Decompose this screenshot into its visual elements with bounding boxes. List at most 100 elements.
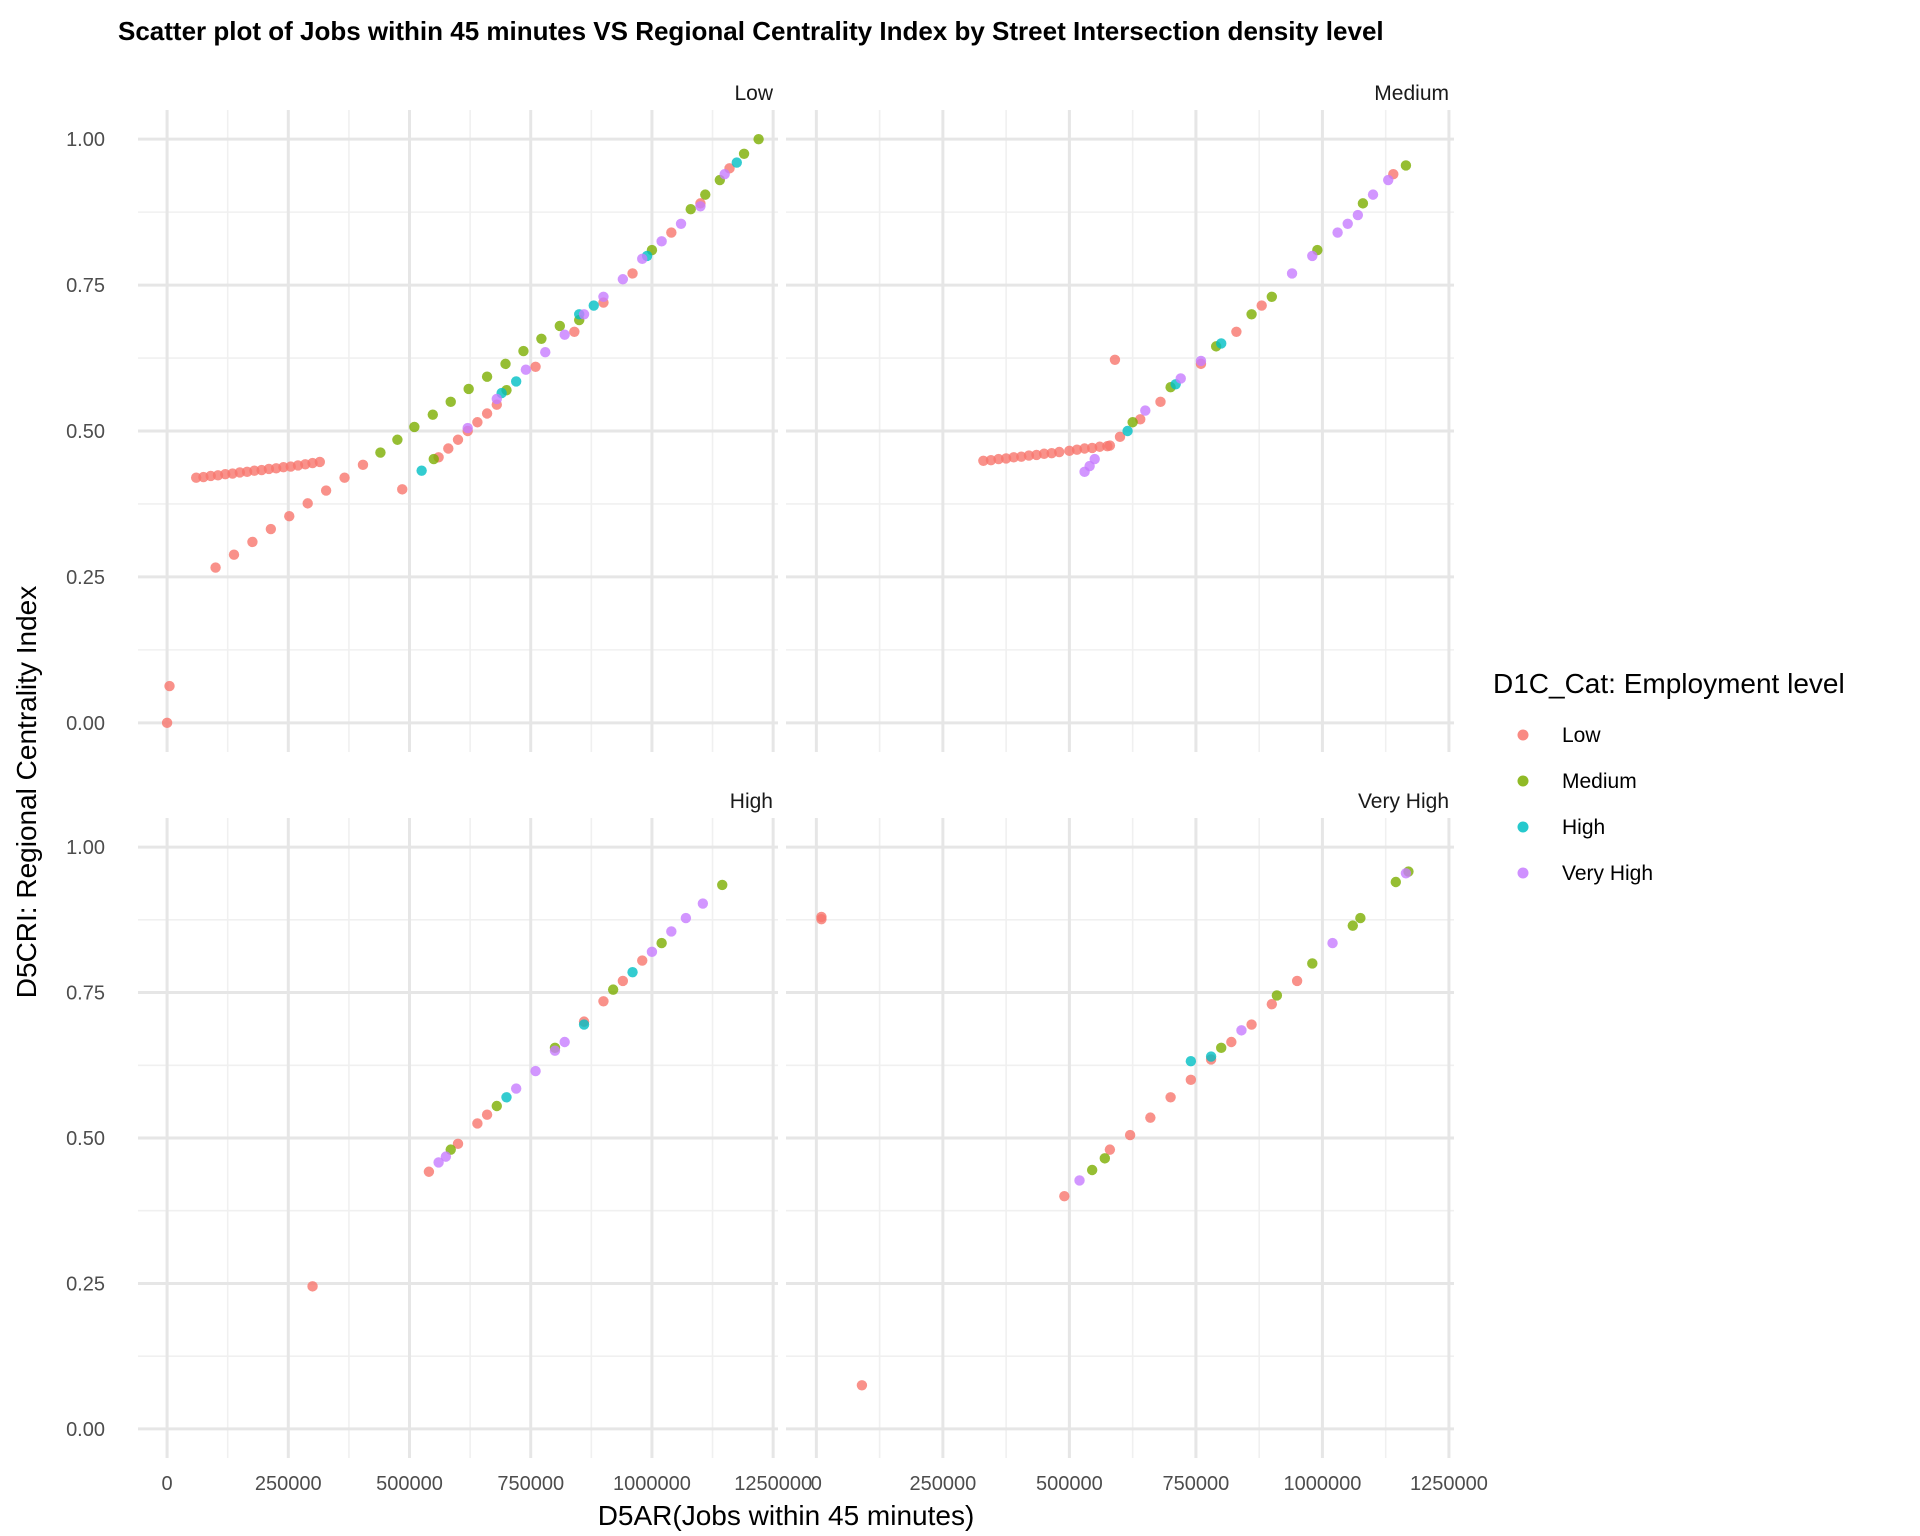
data-point [1122,425,1133,437]
data-point [1185,1074,1197,1086]
data-point [1216,338,1227,349]
data-point [719,169,730,180]
data-point [637,955,648,966]
data-point [1145,1112,1156,1123]
data-point [1089,453,1100,465]
series-low [816,911,1303,1391]
data-point [302,498,313,509]
data-point [1175,373,1186,384]
series-very-high [1079,174,1394,478]
data-point [433,1157,444,1168]
facet-strip-label: Very High [1358,790,1449,813]
data-point [440,1151,452,1162]
data-point [617,274,629,285]
x-tick-label: 1250000 [734,1473,812,1495]
data-point [1327,937,1338,949]
y-tick-label: 0.25 [66,567,105,589]
data-point [598,996,609,1007]
data-point [1165,1092,1176,1103]
data-point [1347,920,1358,931]
y-tick-label: 0.50 [66,1128,105,1150]
data-point [1124,1129,1136,1141]
y-tick-label: 0.50 [66,421,105,443]
data-point [578,309,590,320]
y-tick-label: 0.00 [66,1419,105,1441]
data-point [536,333,547,344]
data-point [731,157,742,168]
data-point [161,717,173,729]
data-point [717,879,728,891]
data-point [210,562,221,573]
data-point [1332,227,1343,238]
y-axis-label: D5CRI: Regional Centrality Index [11,586,42,998]
data-point [443,443,454,454]
data-point [738,148,750,159]
data-point [1357,198,1369,209]
data-point [416,465,427,476]
data-point [481,408,493,419]
facet-panel: Low 0.00 0.25 0.50 0.75 1.00 [66,82,778,752]
data-point [472,417,483,428]
data-point [510,376,522,387]
data-point [656,937,667,949]
data-point [1099,1153,1111,1164]
data-point [578,1019,590,1030]
data-point [339,472,350,483]
data-point [1114,431,1126,443]
data-point [423,1166,435,1177]
data-point [1079,443,1090,454]
data-point [656,236,667,247]
data-point [481,1109,493,1120]
y-tick-label: 0.00 [66,713,105,735]
data-point [510,1083,522,1094]
data-point [540,347,551,358]
data-point [1155,396,1166,408]
data-point [666,926,677,937]
data-point [1286,268,1298,279]
data-point [1291,975,1303,987]
series-low [978,169,1399,466]
data-point [680,912,692,924]
x-tick-label: 1000000 [613,1473,691,1495]
data-point [428,453,439,465]
facet-strip-label: Medium [1374,82,1449,105]
data-point [1383,174,1394,186]
legend-label: High [1562,816,1605,839]
data-point [1074,1175,1085,1186]
data-point [1038,448,1050,459]
data-point [1271,990,1283,1001]
data-point [314,456,326,468]
facet-panels: Low 0.00 0.25 0.50 0.75 1.00 Medium High 0.00 0.2… [66,82,1488,1495]
x-tick-label: 500000 [1036,1473,1103,1495]
series-medium [375,133,764,465]
data-point [1266,998,1278,1010]
legend-key [1517,775,1529,787]
data-point [1400,160,1412,171]
data-point [598,291,609,302]
data-point [452,434,464,445]
data-point [1195,355,1207,367]
series-very-high [433,898,709,1168]
data-point [1059,1190,1070,1202]
data-point [559,329,570,340]
data-point [284,511,295,522]
legend-key [1517,867,1529,879]
data-point [501,1092,512,1103]
data-point [1307,958,1318,969]
data-point [1352,209,1364,221]
data-point [978,455,989,466]
data-point [1104,1144,1116,1155]
series-high [501,966,638,1103]
data-point [520,364,532,375]
y-tick-label: 0.75 [66,275,105,297]
data-point [588,300,599,311]
data-point [1367,189,1379,200]
legend-label: Medium [1562,770,1637,793]
data-point [392,434,403,445]
facet-panel: High 0.00 0.25 0.50 0.75 1.00 0 250000 500000 750… [66,790,812,1495]
x-axis-label: D5AR(Jobs within 45 minutes) [598,1500,975,1531]
facet-panel: Medium [786,82,1454,752]
x-tick-label: 750000 [497,1473,564,1495]
data-point [695,201,706,212]
legend-label: Low [1562,724,1601,747]
